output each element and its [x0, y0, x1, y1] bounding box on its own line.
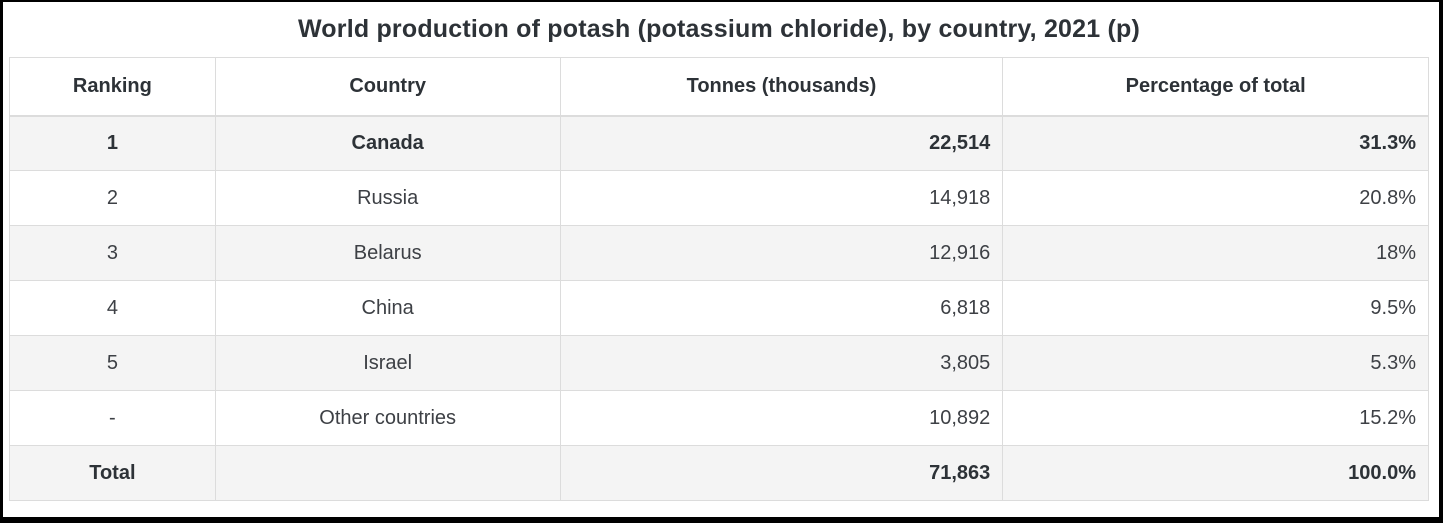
cell-percentage: 20.8%	[1002, 170, 1429, 226]
cell-country: Israel	[214, 335, 561, 391]
table-title: World production of potash (potassium ch…	[297, 15, 1141, 43]
column-header-percentage: Percentage of total	[1002, 57, 1429, 117]
cell-ranking: 2	[9, 170, 216, 226]
cell-country	[214, 445, 561, 501]
potash-production-table: Ranking Country Tonnes (thousands) Perce…	[9, 57, 1429, 501]
cell-country: Canada	[214, 115, 561, 171]
table-row: 5 Israel 3,805 5.3%	[9, 335, 1429, 391]
table-row: 2 Russia 14,918 20.8%	[9, 170, 1429, 226]
cell-ranking: -	[9, 390, 216, 446]
cell-tonnes: 22,514	[559, 115, 1004, 171]
cell-country: Russia	[214, 170, 561, 226]
cell-country: Belarus	[214, 225, 561, 281]
cell-percentage: 5.3%	[1002, 335, 1429, 391]
cell-country: China	[214, 280, 561, 336]
cell-ranking: 4	[9, 280, 216, 336]
cell-ranking: 5	[9, 335, 216, 391]
cell-tonnes: 10,892	[559, 390, 1004, 446]
cell-percentage: 100.0%	[1002, 445, 1429, 501]
table-row: 3 Belarus 12,916 18%	[9, 225, 1429, 281]
table-row: 4 China 6,818 9.5%	[9, 280, 1429, 336]
cell-ranking: 1	[9, 115, 216, 171]
cell-ranking: 3	[9, 225, 216, 281]
table-row: 1 Canada 22,514 31.3%	[9, 115, 1429, 171]
header-row: Ranking Country Tonnes (thousands) Perce…	[9, 57, 1429, 117]
cell-percentage: 9.5%	[1002, 280, 1429, 336]
cell-tonnes: 3,805	[559, 335, 1004, 391]
cell-tonnes: 6,818	[559, 280, 1004, 336]
cell-tonnes: 71,863	[559, 445, 1004, 501]
cell-ranking: Total	[9, 445, 216, 501]
table-header: Ranking Country Tonnes (thousands) Perce…	[9, 57, 1429, 117]
table-row: - Other countries 10,892 15.2%	[9, 390, 1429, 446]
cell-tonnes: 14,918	[559, 170, 1004, 226]
column-header-tonnes: Tonnes (thousands)	[559, 57, 1004, 117]
cell-percentage: 15.2%	[1002, 390, 1429, 446]
cell-tonnes: 12,916	[559, 225, 1004, 281]
cell-percentage: 31.3%	[1002, 115, 1429, 171]
total-row: Total 71,863 100.0%	[9, 445, 1429, 501]
column-header-country: Country	[214, 57, 561, 117]
table-body: 1 Canada 22,514 31.3% 2 Russia 14,918 20.8% 3 Bel…	[9, 115, 1429, 501]
cell-country: Other countries	[214, 390, 561, 446]
column-header-ranking: Ranking	[9, 57, 216, 117]
cell-percentage: 18%	[1002, 225, 1429, 281]
